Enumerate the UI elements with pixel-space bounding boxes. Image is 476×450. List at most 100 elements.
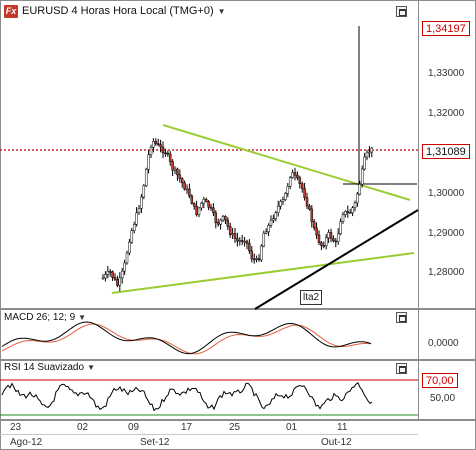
chart-title-bar[interactable]: Fx EURUSD 4 Horas Hora Local (TMG+0) ▼ xyxy=(4,4,226,18)
candle-body xyxy=(156,143,160,145)
candle-body xyxy=(233,233,237,239)
candle-body xyxy=(353,202,357,209)
x-month-1: Set-12 xyxy=(140,437,170,448)
candle-body xyxy=(238,240,242,242)
y-tick-4: 1,29000 xyxy=(428,228,465,239)
candle-body xyxy=(197,207,201,216)
candle-body xyxy=(202,199,206,204)
candle-body xyxy=(320,242,323,246)
candle-body xyxy=(293,172,297,176)
x-axis-divider xyxy=(0,434,418,435)
candle-body xyxy=(310,208,314,222)
candle-body xyxy=(334,240,338,243)
candle-body xyxy=(252,258,256,261)
x-month-0: Ago-12 xyxy=(10,437,43,448)
maximize-macd-button[interactable] xyxy=(396,312,407,323)
candle-body xyxy=(149,146,153,156)
rsi-line xyxy=(1,382,373,412)
candle-body xyxy=(144,168,148,187)
rsi-title-bar[interactable]: RSI 14 Suavizado ▼ xyxy=(4,362,95,373)
candle-body xyxy=(207,201,210,208)
upper-trendline[interactable] xyxy=(162,124,411,201)
candle-body xyxy=(180,178,184,184)
candle-body xyxy=(185,188,189,191)
candle-body xyxy=(209,206,213,209)
candle-body xyxy=(286,185,290,194)
candle-body xyxy=(118,277,122,286)
maximize-main-button[interactable] xyxy=(396,6,407,17)
candle-body xyxy=(178,174,182,179)
candle-body xyxy=(341,214,345,222)
candle-body xyxy=(159,144,162,148)
candle-body xyxy=(322,245,326,247)
support-trendline-lta2[interactable] xyxy=(254,209,419,310)
candle-body xyxy=(176,168,179,176)
chevron-down-icon[interactable]: ▼ xyxy=(78,313,87,322)
candle-body xyxy=(291,172,294,178)
candle-body xyxy=(324,237,328,246)
x-day-1: 02 xyxy=(77,422,89,433)
candle-body xyxy=(279,201,282,207)
candle-body xyxy=(281,199,285,202)
candle-body xyxy=(216,222,220,225)
rsi-50-tick: 50,00 xyxy=(430,393,456,404)
rsi-series xyxy=(1,382,373,412)
maximize-rsi-button[interactable] xyxy=(396,363,407,374)
candle-body xyxy=(300,183,304,189)
candle-body xyxy=(123,262,126,272)
price-axis-divider xyxy=(418,0,419,420)
macd-title-bar[interactable]: MACD 26; 12; 9 ▼ xyxy=(4,312,86,323)
candle-body xyxy=(267,224,270,233)
candle-body xyxy=(221,216,225,221)
candle-body xyxy=(173,168,177,171)
candle-body xyxy=(130,230,134,243)
candle-body xyxy=(363,156,366,170)
candle-body xyxy=(368,151,371,154)
candle-body xyxy=(142,185,146,198)
candle-body xyxy=(224,216,227,221)
y-tick-1: 1,33000 xyxy=(428,68,465,79)
candle-body xyxy=(240,240,244,242)
candle-body xyxy=(260,245,263,261)
candle-body xyxy=(370,147,374,153)
candle-body xyxy=(195,205,198,216)
candle-body xyxy=(348,212,352,214)
chevron-down-icon[interactable]: ▼ xyxy=(87,363,95,372)
x-day-4: 25 xyxy=(229,422,241,433)
lower-trendline[interactable] xyxy=(111,252,415,294)
candle-body xyxy=(214,212,218,223)
candle-body xyxy=(190,195,194,204)
last-price-label: 1,31089 xyxy=(422,144,470,159)
candle-body xyxy=(183,182,186,190)
candle-body xyxy=(272,218,275,221)
candle-body xyxy=(315,227,318,236)
candle-body xyxy=(188,188,191,197)
candle-body xyxy=(276,205,280,213)
candle-body xyxy=(137,208,141,213)
candle-body xyxy=(120,270,124,279)
candle-body xyxy=(125,252,129,264)
lta2-annotation[interactable]: lta2 xyxy=(300,290,323,305)
y-tick-5: 1,28000 xyxy=(428,267,465,278)
candle-body xyxy=(152,141,155,148)
candle-body xyxy=(365,152,369,158)
x-day-5: 01 xyxy=(286,422,298,433)
candle-body xyxy=(346,211,350,213)
candle-body xyxy=(296,174,299,179)
candle-body xyxy=(154,141,158,144)
rsi-level-label: 70,00 xyxy=(422,373,458,388)
candle-body xyxy=(248,243,251,252)
candle-body xyxy=(303,188,306,198)
candle-body xyxy=(168,153,172,162)
macd-line xyxy=(1,321,372,355)
macd-zero-tick: 0,0000 xyxy=(428,338,459,349)
candle-body xyxy=(135,212,138,225)
candle-body xyxy=(161,146,165,154)
candle-body xyxy=(332,238,335,242)
chevron-down-icon[interactable]: ▼ xyxy=(217,6,226,16)
candle-body xyxy=(226,219,230,227)
candle-body xyxy=(171,161,174,171)
macd-series xyxy=(1,321,372,355)
candle-body xyxy=(104,274,107,279)
